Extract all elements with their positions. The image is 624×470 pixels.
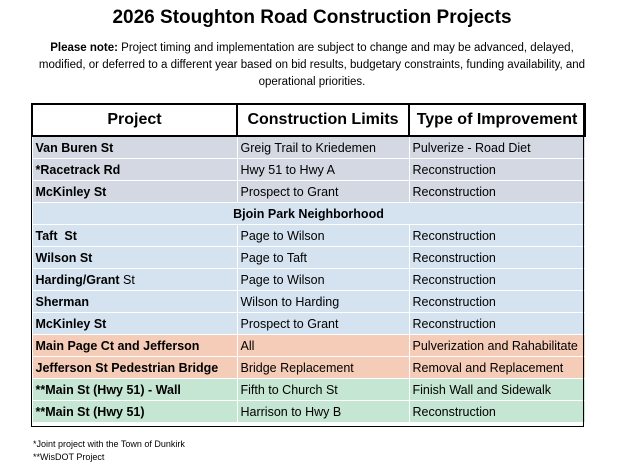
cell-limits: All (236, 334, 410, 357)
cell-project: McKinley St (31, 312, 238, 335)
table-row: Van Buren St Greig Trail to Kriedemen Pu… (31, 135, 586, 159)
cell-limits: Page to Wilson (236, 224, 410, 247)
cell-project: McKinley St (31, 180, 238, 203)
cell-improvement: Reconstruction (408, 290, 586, 313)
table-row: Sherman Wilson to Harding Reconstruction (31, 290, 586, 313)
cell-improvement: Reconstruction (408, 224, 586, 247)
section-row: Bjoin Park Neighborhood (31, 202, 586, 225)
cell-project: Taft St (31, 224, 238, 247)
cell-limits: Harrison to Hwy B (236, 400, 410, 423)
cell-limits: Bridge Replacement (236, 356, 410, 379)
cell-project: Jefferson St Pedestrian Bridge (31, 356, 238, 379)
table-header-row: Project Construction Limits Type of Impr… (31, 103, 586, 137)
header-construction-limits: Construction Limits (236, 103, 410, 137)
cell-improvement: Reconstruction (408, 158, 586, 181)
cell-improvement: Reconstruction (408, 268, 586, 291)
cell-project: *Racetrack Rd (31, 158, 238, 181)
cell-improvement: Reconstruction (408, 180, 586, 203)
section-title: Bjoin Park Neighborhood (31, 202, 586, 225)
cell-limits: Prospect to Grant (236, 312, 410, 335)
cell-limits: Prospect to Grant (236, 180, 410, 203)
cell-project: Wilson St (31, 246, 238, 269)
cell-project: Harding/Grant St (31, 268, 238, 291)
cell-project: Main Page Ct and Jefferson (31, 334, 238, 357)
table-row: **Main St (Hwy 51) - Wall Fifth to Churc… (31, 378, 586, 401)
cell-project-plain: St (119, 272, 135, 287)
projects-table: Project Construction Limits Type of Impr… (31, 103, 586, 423)
disclaimer-note: Please note: Project timing and implemen… (30, 40, 594, 91)
cell-improvement: Reconstruction (408, 400, 586, 423)
cell-improvement: Reconstruction (408, 246, 586, 269)
cell-improvement: Pulverization and Rahabilitate (408, 334, 586, 357)
cell-limits: Hwy 51 to Hwy A (236, 158, 410, 181)
header-project: Project (31, 103, 238, 137)
cell-project: Sherman (31, 290, 238, 313)
cell-limits: Wilson to Harding (236, 290, 410, 313)
table-row: McKinley St Prospect to Grant Reconstruc… (31, 312, 586, 335)
cell-project: Van Buren St (31, 135, 238, 159)
footnotes: *Joint project with the Town of Dunkirk … (33, 438, 185, 464)
cell-improvement: Reconstruction (408, 312, 586, 335)
cell-project: **Main St (Hwy 51) (31, 400, 238, 423)
cell-project-bold: Harding/Grant (35, 272, 120, 287)
cell-improvement: Finish Wall and Sidewalk (408, 378, 586, 401)
table-row: Taft St Page to Wilson Reconstruction (31, 224, 586, 247)
footnote-wisdot: **WisDOT Project (33, 452, 105, 462)
cell-improvement: Removal and Replacement (408, 356, 586, 379)
cell-improvement: Pulverize - Road Diet (408, 135, 586, 159)
table-row: McKinley St Prospect to Grant Reconstruc… (31, 180, 586, 203)
cell-limits: Fifth to Church St (236, 378, 410, 401)
table-row: **Main St (Hwy 51) Harrison to Hwy B Rec… (31, 400, 586, 423)
note-label: Please note: (50, 42, 118, 54)
page-title: 2026 Stoughton Road Construction Project… (112, 7, 512, 28)
table-row: Main Page Ct and Jefferson All Pulveriza… (31, 334, 586, 357)
header-type-of-improvement: Type of Improvement (408, 103, 586, 137)
cell-limits: Greig Trail to Kriedemen (236, 135, 410, 159)
table-row: Harding/Grant St Page to Wilson Reconstr… (31, 268, 586, 291)
table-row: Wilson St Page to Taft Reconstruction (31, 246, 586, 269)
table-row: Jefferson St Pedestrian Bridge Bridge Re… (31, 356, 586, 379)
note-text: Project timing and implementation are su… (38, 42, 586, 88)
table-row: *Racetrack Rd Hwy 51 to Hwy A Reconstruc… (31, 158, 586, 181)
footnote-dunkirk: *Joint project with the Town of Dunkirk (33, 439, 185, 449)
cell-project: **Main St (Hwy 51) - Wall (31, 378, 238, 401)
cell-limits: Page to Taft (236, 246, 410, 269)
cell-limits: Page to Wilson (236, 268, 410, 291)
